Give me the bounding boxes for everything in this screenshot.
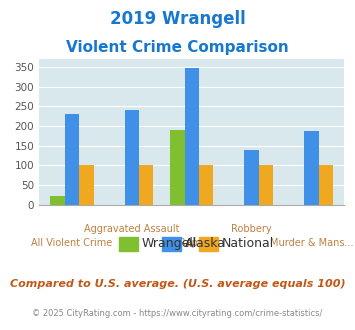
Text: All Violent Crime: All Violent Crime	[31, 238, 113, 248]
Bar	[318, 165, 333, 205]
Bar	[170, 130, 185, 205]
Text: Violent Crime Comparison: Violent Crime Comparison	[66, 40, 289, 54]
Text: Wrangell: Wrangell	[142, 237, 197, 250]
Bar	[125, 111, 139, 205]
Bar	[139, 165, 153, 205]
Bar	[304, 131, 318, 205]
Bar	[65, 114, 79, 205]
Bar	[199, 165, 213, 205]
Bar	[244, 150, 259, 205]
Bar	[259, 165, 273, 205]
Text: Murder & Mans...: Murder & Mans...	[270, 238, 353, 248]
Text: © 2025 CityRating.com - https://www.cityrating.com/crime-statistics/: © 2025 CityRating.com - https://www.city…	[32, 309, 323, 317]
Text: Rape: Rape	[179, 238, 204, 248]
Bar	[50, 196, 65, 205]
Text: Aggravated Assault: Aggravated Assault	[84, 224, 180, 234]
Text: Robbery: Robbery	[231, 224, 272, 234]
Bar	[79, 165, 93, 205]
Text: 2019 Wrangell: 2019 Wrangell	[110, 10, 245, 28]
Bar	[185, 68, 199, 205]
Text: Alaska: Alaska	[185, 237, 225, 250]
Text: Compared to U.S. average. (U.S. average equals 100): Compared to U.S. average. (U.S. average …	[10, 279, 345, 289]
Text: National: National	[222, 237, 274, 250]
